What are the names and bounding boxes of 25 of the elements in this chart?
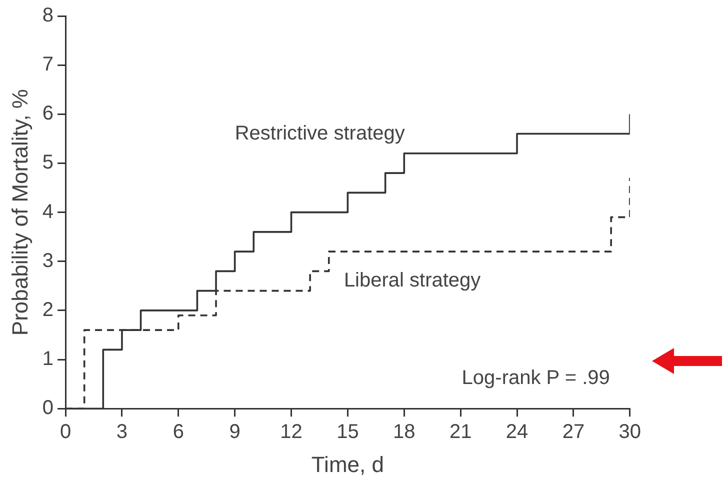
series-label: Restrictive strategy — [234, 122, 405, 144]
y-tick-label: 3 — [42, 250, 54, 272]
y-tick-label: 7 — [42, 54, 54, 76]
annotation: Log-rank P = .99 — [462, 367, 610, 390]
x-tick-label: 6 — [172, 421, 184, 444]
y-tick-label: 0 — [42, 397, 54, 420]
x-tick-label: 9 — [229, 421, 240, 444]
y-tick-label: 4 — [42, 200, 54, 223]
y-tick-label: 5 — [42, 152, 54, 174]
x-tick-label: 30 — [618, 421, 641, 444]
x-tick-label: 18 — [393, 421, 416, 444]
x-tick-label: 24 — [506, 421, 528, 444]
x-tick-label: 27 — [562, 421, 585, 444]
x-axis-title: Time, d — [311, 452, 384, 477]
x-tick-label: 21 — [449, 421, 472, 444]
y-tick-label: 2 — [42, 298, 54, 321]
x-tick-label: 3 — [116, 421, 128, 444]
series-label: Liberal strategy — [344, 270, 481, 292]
x-tick-label: 12 — [280, 421, 302, 444]
y-tick-label: 1 — [42, 348, 54, 370]
y-tick-label: 6 — [42, 102, 54, 125]
x-tick-label: 15 — [336, 421, 359, 444]
y-tick-label: 8 — [42, 4, 54, 27]
x-tick-label: 0 — [60, 421, 72, 444]
y-axis-title: Probability of Mortality, % — [7, 89, 32, 336]
